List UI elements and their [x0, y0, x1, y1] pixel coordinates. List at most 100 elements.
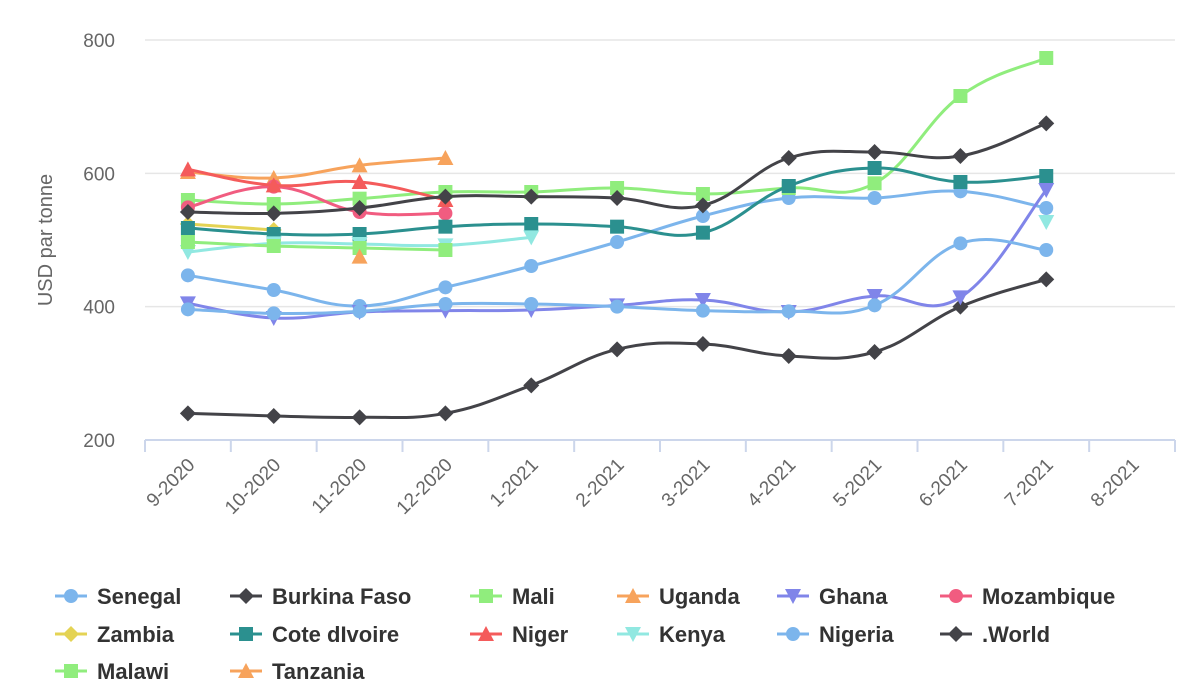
- x-tick-label: 5-2021: [829, 455, 886, 512]
- y-axis-title: USD par tonne: [35, 174, 57, 306]
- data-point: [866, 289, 883, 304]
- x-tick-label: 9-2020: [143, 455, 200, 512]
- data-point: [438, 280, 453, 295]
- legend-item[interactable]: Niger: [470, 622, 569, 647]
- data-point: [352, 191, 367, 206]
- data-point: [351, 200, 368, 216]
- series-line: [187, 240, 446, 252]
- data-point: [266, 283, 281, 297]
- data-point: [866, 344, 883, 360]
- series-cote-divoire: [180, 161, 1054, 241]
- data-point: [523, 377, 540, 394]
- data-point: [180, 302, 195, 317]
- series-burkina-faso: [179, 271, 1055, 426]
- legend-marker-icon: [948, 626, 964, 642]
- data-point: [437, 188, 454, 205]
- legend-marker-icon: [625, 588, 641, 603]
- x-tick-label: 8-2021: [1087, 455, 1144, 512]
- legend-label: Ghana: [819, 584, 888, 609]
- legend-item[interactable]: Tanzania: [230, 659, 365, 684]
- data-point: [1039, 201, 1054, 215]
- data-point: [694, 336, 711, 352]
- series-line: [187, 156, 446, 180]
- data-point: [610, 181, 625, 195]
- data-point: [610, 235, 625, 249]
- data-point: [438, 297, 453, 311]
- data-point: [523, 230, 540, 246]
- x-tick-label: 1-2021: [486, 455, 543, 512]
- legend-item[interactable]: Zambia: [55, 622, 175, 647]
- x-tick-label: 3-2021: [658, 455, 715, 512]
- legend-item[interactable]: Malawi: [55, 659, 169, 684]
- legend-item[interactable]: Ghana: [777, 584, 888, 609]
- legend-item[interactable]: Nigeria: [777, 622, 894, 647]
- data-point: [524, 217, 539, 231]
- x-tick-label: 4-2021: [744, 455, 801, 512]
- legend-item[interactable]: Cote dIvoire: [230, 622, 399, 647]
- data-point: [351, 157, 368, 173]
- series-malawi: [180, 235, 453, 257]
- data-point: [695, 303, 710, 318]
- data-point: [780, 150, 797, 166]
- legend-item[interactable]: Uganda: [617, 584, 740, 609]
- legend-item[interactable]: .World: [940, 622, 1050, 647]
- series-mali: [180, 51, 1054, 211]
- data-point: [1038, 115, 1055, 132]
- data-point: [694, 293, 711, 308]
- data-point: [352, 304, 367, 319]
- x-tick-label: 10-2020: [221, 455, 285, 519]
- legend-marker-icon: [63, 626, 79, 642]
- data-point: [351, 409, 368, 426]
- data-point: [438, 219, 453, 234]
- legend-label: Cote dIvoire: [272, 622, 399, 647]
- legend-label: Kenya: [659, 622, 726, 647]
- data-point: [179, 161, 196, 177]
- data-point: [867, 298, 882, 313]
- data-point: [180, 235, 195, 249]
- legend-marker-icon: [238, 588, 254, 604]
- data-point: [1038, 215, 1055, 230]
- legend-label: Mozambique: [982, 584, 1115, 609]
- series-niger: [179, 161, 454, 207]
- data-point: [265, 408, 282, 424]
- data-point: [179, 405, 196, 422]
- data-point: [609, 190, 626, 206]
- data-point: [1039, 51, 1054, 65]
- data-point: [695, 187, 710, 201]
- legend-item[interactable]: Mali: [470, 584, 555, 609]
- data-point: [953, 236, 968, 251]
- legend-label: Tanzania: [272, 659, 365, 684]
- legend-marker-icon: [64, 664, 78, 678]
- legend-item[interactable]: Kenya: [617, 622, 726, 647]
- data-point: [438, 206, 453, 221]
- data-point: [609, 341, 626, 358]
- legend-item[interactable]: Senegal: [55, 584, 181, 609]
- data-point: [266, 239, 281, 253]
- data-point: [695, 209, 710, 223]
- data-point: [266, 306, 281, 321]
- data-point: [952, 290, 969, 306]
- data-point: [953, 89, 968, 103]
- legend-marker-icon: [239, 627, 253, 641]
- series-uganda: [179, 150, 454, 185]
- data-point: [610, 299, 625, 314]
- legend-marker-icon: [478, 626, 494, 641]
- data-point: [781, 304, 796, 319]
- legend-marker-icon: [949, 589, 963, 603]
- data-point: [694, 197, 711, 214]
- legend-item[interactable]: Mozambique: [940, 584, 1115, 609]
- legend-label: Mali: [512, 584, 555, 609]
- legend-label: Niger: [512, 622, 569, 647]
- legend-label: Nigeria: [819, 622, 894, 647]
- data-point: [523, 188, 540, 205]
- legend-label: Malawi: [97, 659, 169, 684]
- legend-label: Senegal: [97, 584, 181, 609]
- series-tanzania: [351, 248, 368, 264]
- data-point: [780, 348, 797, 364]
- legend-item[interactable]: Burkina Faso: [230, 584, 411, 609]
- x-tick-label: 11-2020: [308, 455, 371, 518]
- legend-marker-icon: [786, 627, 800, 641]
- data-point: [1038, 271, 1055, 288]
- data-point: [867, 161, 882, 175]
